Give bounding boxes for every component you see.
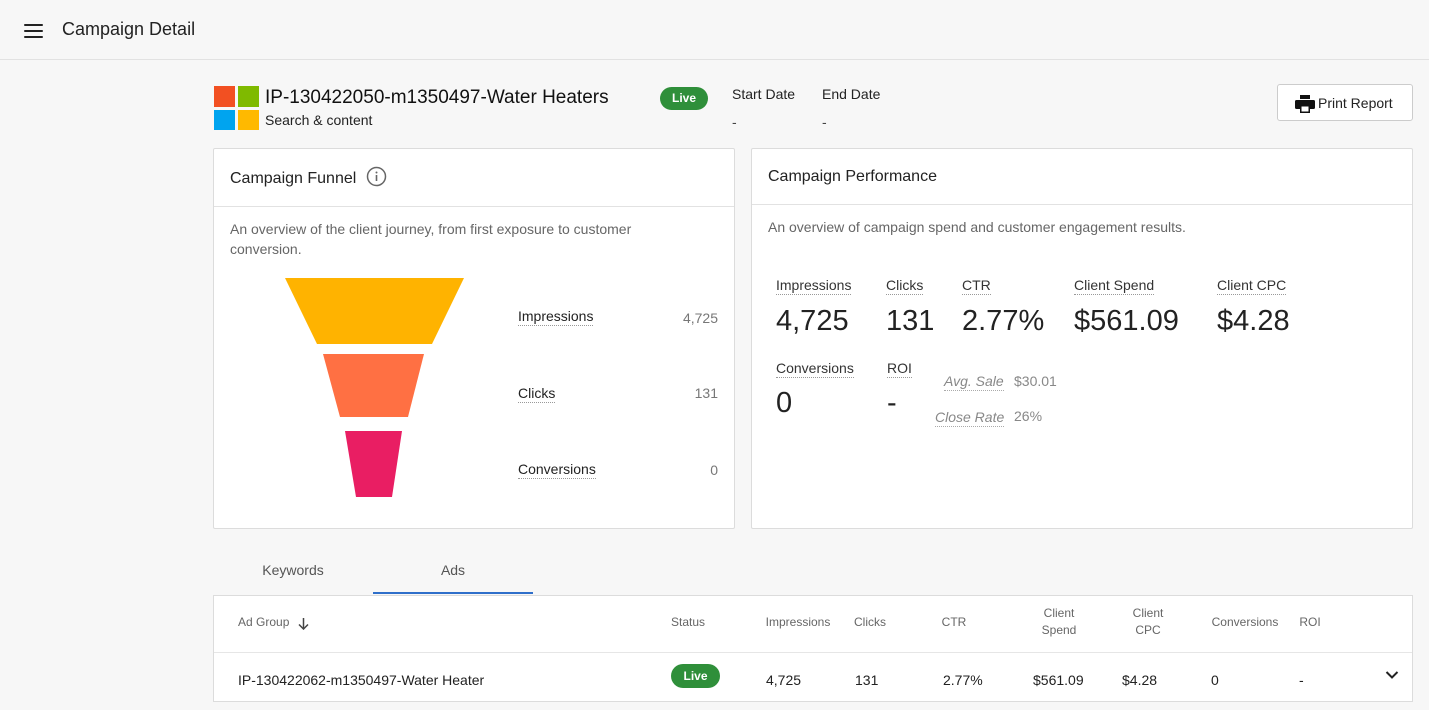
print-report-button[interactable]: Print Report [1277, 84, 1413, 121]
metric-label-client-cpc: Client CPC [1217, 277, 1287, 295]
campaign-name: IP-130422050-m1350497-Water Heaters [265, 87, 609, 108]
printer-icon [1295, 95, 1315, 113]
start-date-label: Start Date [732, 86, 796, 102]
column-header-client-cpc-line2: CPC [1135, 623, 1161, 637]
metric-value-impressions: 4,725 [776, 305, 849, 337]
top-bar: Campaign Detail [0, 0, 1429, 60]
end-date-label: End Date [822, 86, 881, 102]
page-title: Campaign Detail [62, 19, 196, 39]
funnel-value-clicks: 131 [694, 385, 718, 401]
performance-description: An overview of campaign spend and custom… [768, 219, 1186, 235]
metric-value-conversions: 0 [776, 387, 793, 419]
cell-client-cpc: $4.28 [1122, 672, 1158, 688]
sub-metric-label-close-rate: Close Rate [935, 409, 1005, 427]
column-header-ctr: CTR [941, 615, 967, 629]
table-header-divider [214, 652, 1412, 653]
funnel-value-conversions: 0 [710, 462, 718, 478]
column-header-client-cpc-line1: Client [1132, 606, 1164, 620]
print-report-label: Print Report [1318, 95, 1393, 111]
ad-groups-table [213, 595, 1413, 702]
campaign-performance-card: Campaign Performance An overview of camp… [751, 148, 1413, 529]
start-date-value: - [732, 114, 737, 130]
card-divider [752, 204, 1412, 205]
microsoft-logo-icon [214, 86, 259, 130]
metric-label-roi: ROI [887, 360, 912, 378]
column-header-client-spend-line1: Client [1043, 606, 1075, 620]
cell-ad-group[interactable]: IP-130422062-m1350497-Water Heater [238, 672, 485, 688]
tab-keywords[interactable]: Keywords [262, 562, 324, 578]
funnel-description: An overview of the client journey, from … [230, 221, 632, 257]
metric-label-impressions: Impressions [776, 277, 852, 295]
status-badge: Live [660, 87, 708, 110]
funnel-stage-conversions [345, 431, 402, 497]
performance-card-title: Campaign Performance [768, 168, 937, 185]
tab-ads[interactable]: Ads [373, 548, 533, 594]
campaign-type: Search & content [265, 112, 373, 128]
funnel-chart [285, 278, 464, 497]
metric-value-client-spend: $561.09 [1074, 305, 1179, 337]
sub-metric-label-avg-sale: Avg. Sale [944, 373, 1004, 391]
funnel-stage-impressions [285, 278, 464, 344]
metric-value-client-cpc: $4.28 [1217, 305, 1290, 337]
column-header-clicks: Clicks [854, 615, 886, 629]
metric-label-conversions: Conversions [776, 360, 854, 378]
metric-label-ctr: CTR [962, 277, 991, 295]
end-date-value: - [822, 114, 827, 130]
card-divider [214, 206, 734, 207]
cell-roi: - [1299, 672, 1304, 688]
cell-conversions: 0 [1211, 672, 1219, 688]
column-header-roi: ROI [1299, 615, 1321, 629]
column-header-impressions: Impressions [765, 615, 831, 629]
funnel-value-impressions: 4,725 [682, 310, 718, 326]
column-header-conversions: Conversions [1211, 615, 1279, 629]
cell-ctr: 2.77% [943, 672, 983, 688]
sub-metric-value-close-rate: 26% [1014, 408, 1043, 424]
metric-label-client-spend: Client Spend [1074, 277, 1155, 295]
funnel-stage-clicks [323, 354, 424, 417]
funnel-label-impressions: Impressions [518, 308, 594, 326]
column-header-status: Status [670, 615, 706, 629]
metric-value-ctr: 2.77% [962, 305, 1045, 337]
funnel-label-conversions: Conversions [518, 461, 596, 479]
status-badge: Live [671, 664, 720, 688]
metric-value-clicks: 131 [886, 305, 935, 337]
metric-label-clicks: Clicks [886, 277, 924, 295]
column-header-client-spend: Client Spend [1029, 605, 1089, 639]
chevron-down-icon[interactable] [1385, 670, 1399, 680]
cell-clicks: 131 [855, 672, 879, 688]
hamburger-menu-icon[interactable] [24, 24, 43, 38]
metric-value-roi: - [887, 387, 897, 419]
funnel-card-title: Campaign Funnel [230, 170, 357, 187]
info-icon[interactable] [366, 166, 387, 187]
cell-impressions: 4,725 [766, 672, 802, 688]
funnel-label-clicks: Clicks [518, 385, 556, 403]
column-header-client-spend-line2: Spend [1041, 623, 1077, 637]
sub-metric-value-avg-sale: $30.01 [1014, 373, 1057, 389]
cell-client-spend: $561.09 [1033, 672, 1084, 688]
campaign-funnel-card: Campaign Funnel An overview of the clien… [213, 148, 735, 529]
column-header-client-cpc: Client CPC [1120, 605, 1176, 639]
column-header-ad-group[interactable]: Ad Group [238, 615, 290, 629]
sort-arrow-down-icon[interactable] [298, 617, 309, 630]
